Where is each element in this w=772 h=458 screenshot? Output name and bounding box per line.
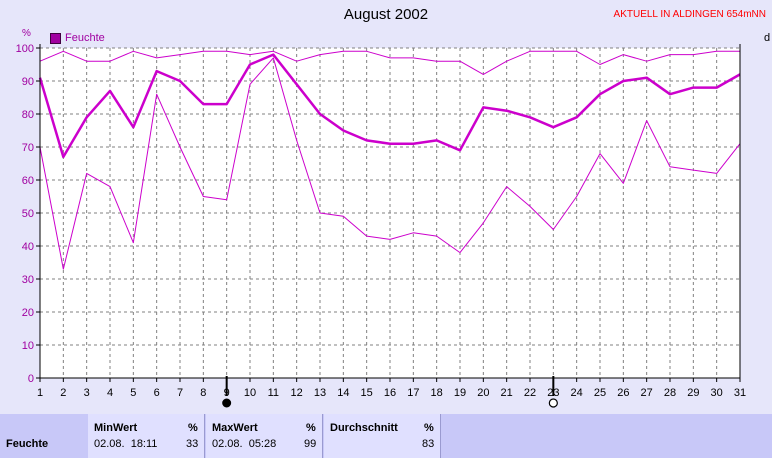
full-moon-icon (548, 398, 558, 408)
x-tick-label: 7 (177, 387, 183, 399)
series-line-mean (38, 53, 741, 159)
y-tick-label: 80 (22, 109, 34, 121)
grid (40, 47, 741, 378)
x-tick-label: 8 (200, 387, 206, 399)
x-tick-label: 30 (711, 387, 723, 399)
y-tick-label: 0 (28, 373, 34, 385)
y-tick-label: 20 (22, 307, 34, 319)
x-tick-label: 5 (130, 387, 136, 399)
y-tick-label: 40 (22, 241, 34, 253)
legend-swatch (50, 32, 61, 44)
y-tick-label: 30 (22, 274, 34, 286)
y-unit-label: % (22, 28, 31, 39)
series-line-max (39, 50, 740, 75)
y-tick-label: 100 (16, 43, 34, 55)
x-tick-label: 6 (154, 387, 160, 399)
x-tick-label: 28 (664, 387, 676, 399)
x-tick-label: 25 (594, 387, 606, 399)
stats-row-label: Feuchte (6, 438, 49, 450)
chart-title: August 2002 (343, 6, 429, 23)
x-tick-label: 2 (60, 387, 66, 399)
x-tick-label: 17 (407, 387, 419, 399)
min-header: MinWert (94, 422, 138, 434)
right-edge-label: d (764, 32, 771, 44)
min-datetime: 02.08. 18:11 (94, 438, 158, 450)
x-tick-label: 20 (477, 387, 489, 399)
x-tick-label: 22 (524, 387, 536, 399)
avg-unit: % (424, 422, 434, 434)
x-tick-label: 27 (641, 387, 653, 399)
x-tick-label: 10 (244, 387, 256, 399)
tick-labels: 0102030405060708090100123456789101112131… (16, 43, 746, 399)
avg-value: 83 (422, 438, 435, 450)
stats-min-cell: MinWert % 02.08. 18:11 33 (88, 414, 205, 458)
x-tick-label: 15 (361, 387, 373, 399)
legend-label: Feuchte (65, 32, 105, 44)
series-line-min (39, 57, 741, 270)
x-tick-label: 29 (687, 387, 699, 399)
min-unit: % (188, 422, 198, 434)
y-tick-label: 90 (22, 76, 34, 88)
x-tick-label: 11 (268, 387, 279, 399)
max-header: MaxWert (212, 422, 258, 434)
max-datetime: 02.08. 05:28 (212, 438, 277, 450)
x-tick-label: 12 (291, 387, 303, 399)
max-value: 99 (304, 438, 317, 450)
stats-table: Feuchte MinWert % 02.08. 18:11 33 MaxWer… (0, 414, 772, 458)
y-tick-label: 70 (22, 142, 34, 154)
x-tick-label: 21 (501, 387, 513, 399)
stats-max-cell: MaxWert % 02.08. 05:28 99 (206, 414, 323, 458)
x-tick-label: 16 (384, 387, 396, 399)
legend: Feuchte (50, 32, 105, 44)
series-layer (38, 50, 741, 270)
y-tick-label: 50 (22, 208, 34, 220)
humidity-chart: 0102030405060708090100123456789101112131… (16, 43, 746, 408)
x-tick-label: 14 (337, 387, 349, 399)
max-unit: % (306, 422, 316, 434)
x-tick-label: 18 (431, 387, 443, 399)
y-tick-label: 60 (22, 175, 34, 187)
x-tick-label: 19 (454, 387, 466, 399)
station-note: AKTUELL IN ALDINGEN 654mNN (613, 9, 766, 20)
x-tick-label: 3 (84, 387, 90, 399)
new-moon-icon (222, 398, 232, 408)
moon-markers (222, 376, 558, 408)
min-value: 33 (186, 438, 199, 450)
stats-avg-cell: Durchschnitt % 83 (324, 414, 441, 458)
x-tick-label: 13 (314, 387, 326, 399)
axes (36, 44, 741, 382)
x-tick-label: 31 (734, 387, 746, 399)
x-tick-label: 24 (571, 387, 583, 399)
x-tick-label: 4 (107, 387, 113, 399)
x-tick-label: 26 (617, 387, 629, 399)
x-tick-label: 1 (37, 387, 43, 399)
y-tick-label: 10 (22, 340, 34, 352)
avg-header: Durchschnitt (330, 422, 398, 434)
